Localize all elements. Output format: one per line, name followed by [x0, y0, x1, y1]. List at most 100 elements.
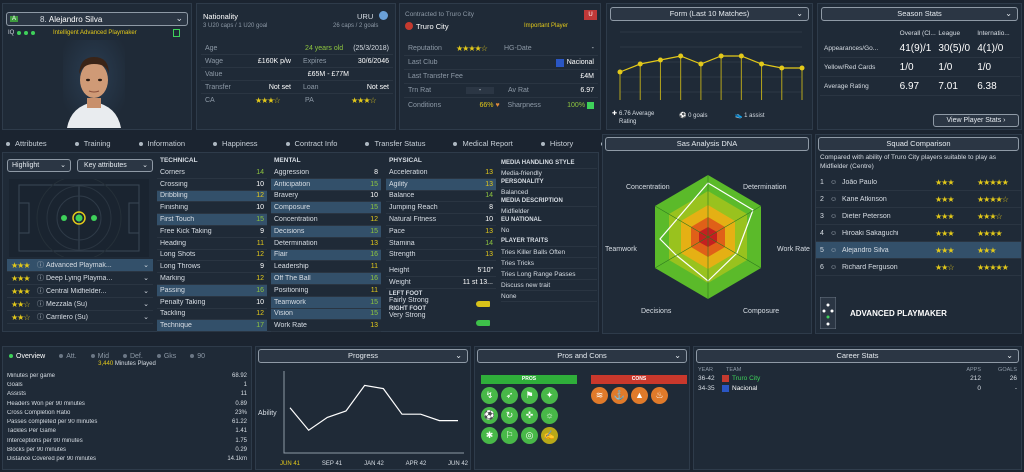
form-point[interactable] — [698, 61, 704, 67]
chevron-down-icon[interactable]: ⌄ — [796, 9, 803, 18]
goals-value: 0 goals — [688, 113, 708, 119]
form-point[interactable] — [779, 65, 785, 71]
mental-column: MENTAL Aggression 8 Anticipation 15 Bravery 1… — [271, 157, 381, 333]
tab-training[interactable]: Training — [74, 139, 125, 148]
pro-trait-icon[interactable]: ↻ — [501, 407, 518, 424]
player-name-bar[interactable]: A 8 . Alejandro Silva ⌄ — [6, 12, 188, 26]
career-header[interactable]: Career Stats ⌄ — [696, 349, 1019, 363]
con-trait-icon[interactable]: ♨ — [651, 387, 668, 404]
career-row[interactable]: 36-42 Truro City 212 26 — [694, 373, 1021, 383]
chevron-down-icon[interactable]: ⌄ — [1006, 351, 1013, 360]
form-point[interactable] — [637, 61, 643, 67]
info-icon[interactable]: ⓘ — [37, 288, 44, 295]
form-header[interactable]: Form (Last 10 Matches) ⌄ — [610, 7, 809, 21]
squad-row[interactable]: 2 ☺ Kane Atkinson ★★★ ★★★★☆ — [816, 191, 1021, 208]
overview-tab[interactable]: Overview — [9, 351, 45, 361]
form-point[interactable] — [657, 57, 663, 63]
con-trait-icon[interactable]: ⚓ — [611, 387, 628, 404]
tab-happiness[interactable]: Happiness — [213, 139, 271, 148]
attribute-name: Strength — [389, 251, 416, 259]
chevron-down-icon[interactable]: ⌄ — [143, 314, 149, 321]
pros-cons-header[interactable]: Pros and Cons ⌄ — [477, 349, 687, 363]
role-item[interactable]: ★★☆ ⓘ Mezzala (Su) ⌄ — [7, 298, 153, 311]
role-item[interactable]: ★★★ ⓘ Central Midfielder... ⌄ — [7, 285, 153, 298]
age-label: Age — [205, 44, 218, 52]
view-player-stats-button[interactable]: View Player Stats › — [933, 114, 1019, 127]
form-point[interactable] — [617, 69, 623, 75]
info-icon[interactable]: ⓘ — [37, 262, 44, 269]
squad-row[interactable]: 3 ☺ Dieter Peterson ★★★ ★★★☆ — [816, 208, 1021, 225]
document-icon[interactable] — [173, 29, 180, 37]
pro-trait-icon[interactable]: ↯ — [481, 387, 498, 404]
role-item[interactable]: ★★★ ⓘ Advanced Playmak... ⌄ — [7, 259, 153, 272]
squad-row[interactable]: 1 ☺ João Paulo ★★★ ★★★★★ — [816, 174, 1021, 191]
form-point[interactable] — [718, 53, 724, 59]
status-badge: U — [584, 10, 597, 20]
pro-trait-icon[interactable]: ⚽ — [481, 407, 498, 424]
attribute-row: Long Throws 9 — [157, 261, 267, 274]
pro-trait-icon[interactable]: ➶ — [501, 387, 518, 404]
info-icon[interactable]: ⓘ — [37, 314, 44, 321]
tab-transfer-status[interactable]: Transfer Status — [365, 139, 439, 148]
trait-item[interactable]: Discuss new trait — [501, 280, 597, 291]
season-header[interactable]: Season Stats ⌄ — [821, 7, 1018, 21]
chevron-down-icon[interactable]: ⌄ — [455, 351, 462, 360]
club-name[interactable]: Truro City — [416, 22, 449, 31]
chevron-down-icon[interactable]: ⌄ — [143, 275, 149, 282]
season-value: 6.97 — [899, 80, 920, 92]
pro-trait-icon[interactable]: ⚑ — [521, 387, 538, 404]
role-item[interactable]: ★★★ ⓘ Deep Lying Playma... ⌄ — [7, 272, 153, 285]
key-attributes-dropdown[interactable]: Key attributes ⌄ — [77, 159, 153, 172]
chevron-down-icon[interactable]: ⌄ — [143, 262, 149, 269]
last-club-value: Nacional — [566, 59, 594, 66]
attribute-name: Corners — [160, 168, 185, 176]
pro-trait-icon[interactable]: ◎ — [521, 427, 538, 444]
con-trait-icon[interactable]: ▲ — [631, 387, 648, 404]
tab-information[interactable]: Information — [138, 139, 200, 148]
attribute-name: Penalty Taking — [160, 298, 206, 306]
tab-attributes[interactable]: Attributes — [6, 139, 61, 148]
attribute-name: Positioning — [274, 286, 309, 294]
progress-header[interactable]: Progress ⌄ — [258, 349, 468, 363]
tab-medical-report[interactable]: Medical Report — [453, 139, 526, 148]
pro-trait-icon[interactable]: ✱ — [481, 427, 498, 444]
chevron-down-icon[interactable]: ⌄ — [143, 288, 149, 295]
info-icon[interactable]: ⓘ — [37, 275, 44, 282]
overview-tab[interactable]: Att. — [59, 351, 77, 361]
pro-trait-icon[interactable]: ✍ — [541, 427, 558, 444]
attribute-row: Vision 15 — [271, 308, 381, 321]
player-icon: ☺ — [830, 178, 838, 186]
overview-tab[interactable]: Mid — [90, 351, 109, 361]
overview-tab[interactable]: Def. — [122, 351, 143, 361]
squad-row[interactable]: 6 ☺ Richard Ferguson ★★☆ ★★★★★ — [816, 259, 1021, 276]
squad-row[interactable]: 4 ☺ Hiroaki Sakaguchi ★★★ ★★★★ — [816, 225, 1021, 242]
chevron-down-icon[interactable]: ⌄ — [143, 301, 149, 308]
tab-history[interactable]: History — [540, 139, 587, 148]
form-point[interactable] — [799, 65, 805, 71]
chevron-down-icon[interactable]: ⌄ — [175, 13, 183, 23]
form-point[interactable] — [759, 61, 765, 67]
squad-pa-stars: ★★★★★ — [977, 262, 1009, 272]
squad-row[interactable]: 5 ☺ Alejandro Silva ★★★ ★★★ — [816, 242, 1021, 259]
pro-trait-icon[interactable]: ☼ — [541, 407, 558, 424]
con-trait-icon[interactable]: ≋ — [591, 387, 608, 404]
tab-contract-info[interactable]: Contract Info — [285, 139, 352, 148]
form-point[interactable] — [678, 53, 684, 59]
career-row[interactable]: 34-35 Nacional 0 - — [694, 383, 1021, 393]
overview-stat-label: Tackles Per Game — [7, 428, 57, 435]
pro-trait-icon[interactable]: ✦ — [541, 387, 558, 404]
pro-trait-icon[interactable]: ✜ — [521, 407, 538, 424]
highlight-dropdown[interactable]: Highlight ⌄ — [7, 159, 71, 172]
attribute-row: Agility 13 — [386, 178, 496, 191]
chevron-down-icon[interactable]: ⌄ — [1005, 9, 1012, 18]
iq-row: IQ — [8, 30, 36, 36]
tab-dot-icon — [90, 354, 95, 358]
overview-tab[interactable]: Gks — [156, 351, 176, 361]
chevron-down-icon[interactable]: ⌄ — [674, 351, 681, 360]
overview-tab[interactable]: 90 — [190, 351, 205, 361]
overview-stat-label: Goals — [7, 381, 23, 388]
info-icon[interactable]: ⓘ — [37, 301, 44, 308]
form-point[interactable] — [738, 53, 744, 59]
pro-trait-icon[interactable]: ⚐ — [501, 427, 518, 444]
role-item[interactable]: ★★☆ ⓘ Carrilero (Su) ⌄ — [7, 311, 153, 324]
